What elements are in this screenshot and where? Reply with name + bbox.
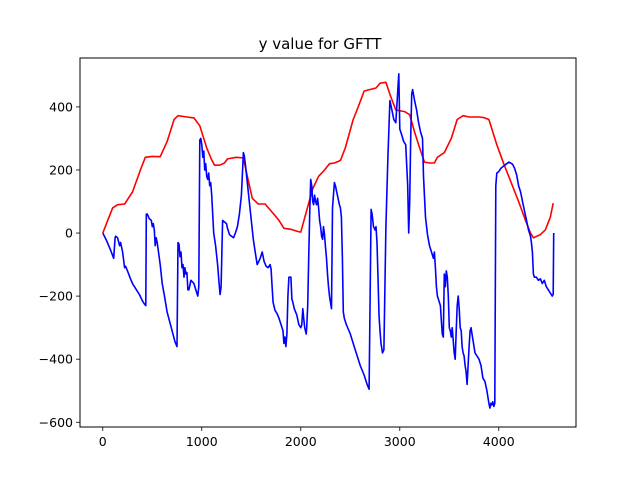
y-axis: −600 −400 −200 0 200 400 bbox=[39, 99, 80, 430]
y-tick-label: 200 bbox=[49, 162, 73, 177]
y-tick-label: −400 bbox=[39, 352, 73, 367]
series-line-0 bbox=[102, 81, 554, 239]
y-tick-label: −600 bbox=[39, 415, 73, 430]
series-line-1 bbox=[102, 73, 555, 409]
plot-area bbox=[102, 73, 555, 409]
x-tick-label: 4000 bbox=[483, 434, 515, 449]
x-tick-label: 3000 bbox=[384, 434, 416, 449]
y-tick-label: −200 bbox=[39, 289, 73, 304]
x-tick-label: 0 bbox=[99, 434, 107, 449]
x-tick-label: 1000 bbox=[186, 434, 218, 449]
y-tick-label: 400 bbox=[49, 99, 73, 114]
x-axis: 0 1000 2000 3000 4000 bbox=[99, 427, 515, 449]
x-tick-label: 2000 bbox=[285, 434, 317, 449]
y-tick-label: 0 bbox=[65, 226, 73, 241]
plot-frame bbox=[79, 57, 577, 428]
chart-title: y value for GFTT bbox=[259, 35, 383, 53]
